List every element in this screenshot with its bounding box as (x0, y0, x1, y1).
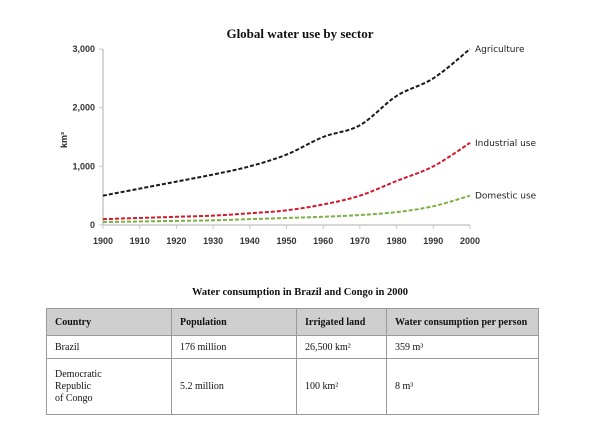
line-chart: Global water use by sector km³ 0 1,000 2,0… (59, 26, 537, 246)
x-tick-label: 1980 (387, 236, 407, 246)
cell-irrigated-land: 26,500 km² (296, 335, 387, 359)
y-tick-label: 1,000 (72, 161, 95, 171)
y-tick-label: 3,000 (72, 44, 95, 54)
data-table: Country Population Irrigated land Water … (46, 308, 539, 415)
x-tick-label: 1950 (276, 236, 296, 246)
y-tick-label: 0 (90, 220, 95, 230)
table-header-row: Country Population Irrigated land Water … (46, 308, 539, 336)
table-row: Brazil 176 million 26,500 km² 359 m³ (46, 335, 539, 359)
cell-water-per-person: 8 m³ (386, 358, 539, 415)
x-tick-label: 1930 (203, 236, 223, 246)
cell-population: 176 million (171, 335, 297, 359)
table-row: Democratic Republic of Congo 5.2 million… (46, 358, 539, 415)
series-label-domestic-use: Domestic use (475, 192, 537, 202)
header-population: Population (171, 308, 297, 336)
cell-irrigated-land: 100 km² (296, 358, 387, 415)
x-tick-label: 1940 (240, 236, 260, 246)
header-country: Country (46, 308, 172, 336)
x-tick-label: 1900 (93, 236, 113, 246)
series-line-agriculture (102, 48, 471, 197)
x-tick-label: 1990 (423, 236, 443, 246)
y-axis-label: km³ (59, 132, 69, 148)
y-tick-label: 2,000 (72, 103, 95, 113)
x-tick-label: 1960 (313, 236, 333, 246)
x-tick-label: 1910 (130, 236, 150, 246)
header-water-per-person: Water consumption per person (386, 308, 539, 336)
x-tick-label: 1920 (166, 236, 186, 246)
header-irrigated-land: Irrigated land (296, 308, 387, 336)
cell-population: 5.2 million (171, 358, 297, 415)
cell-country: Democratic Republic of Congo (46, 358, 172, 415)
table-title: Water consumption in Brazil and Congo in… (192, 287, 408, 298)
x-tick-label: 1970 (350, 236, 370, 246)
chart-title: Global water use by sector (226, 26, 373, 41)
cell-water-per-person: 359 m³ (386, 335, 539, 359)
series-label-industrial-use: Industrial use (475, 139, 536, 149)
x-tick-label: 2000 (460, 236, 480, 246)
series-label-agriculture: Agriculture (475, 45, 525, 55)
cell-country: Brazil (46, 335, 172, 359)
